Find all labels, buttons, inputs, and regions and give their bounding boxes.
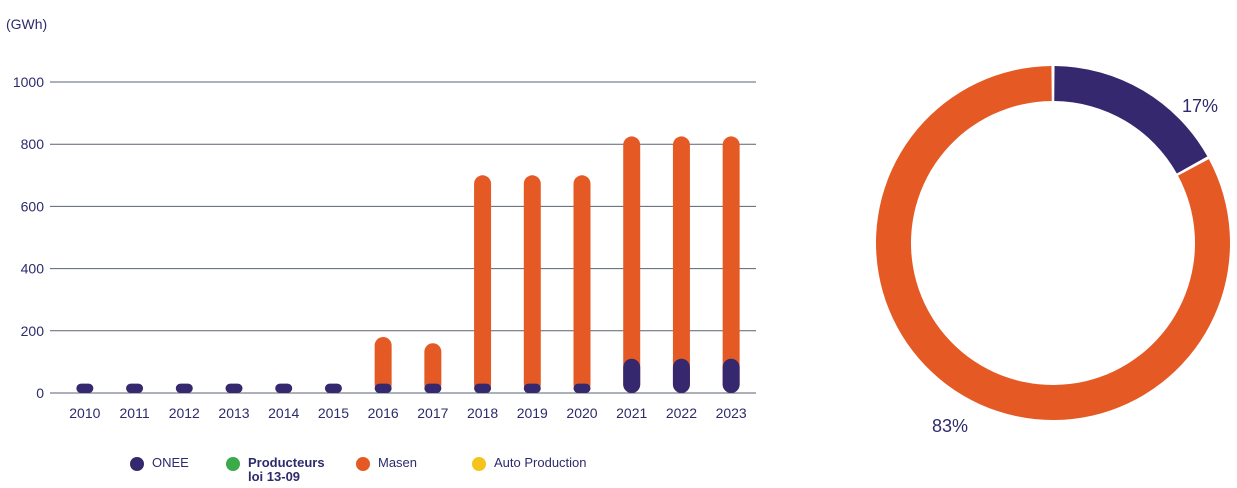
bar-onee bbox=[76, 383, 94, 393]
y-tick-label: 200 bbox=[21, 323, 45, 339]
x-tick-label: 2010 bbox=[69, 405, 100, 421]
legend-item-masen: Masen bbox=[356, 456, 417, 471]
x-tick-label: 2019 bbox=[517, 405, 548, 421]
legend-item-producteurs: Producteurs loi 13-09 bbox=[226, 456, 333, 484]
donut-label-onee: 17% bbox=[1182, 96, 1219, 116]
bar-onee bbox=[722, 358, 740, 393]
bar-onee bbox=[424, 383, 442, 393]
x-tick-label: 2015 bbox=[318, 405, 349, 421]
bar-masen bbox=[523, 175, 541, 393]
donut-chart bbox=[876, 66, 1230, 420]
stacked-bar-chart: 0 200 400 600 800 1000 2010 2011 2012 2013 2014 201… bbox=[13, 74, 756, 421]
x-tick-label: 2013 bbox=[218, 405, 249, 421]
legend-label-masen: Masen bbox=[378, 455, 418, 470]
legend-item-auto-production: Auto Production bbox=[472, 456, 587, 471]
bar-onee bbox=[225, 383, 243, 393]
legend-label-auto-production: Auto Production bbox=[494, 455, 587, 470]
donut-label-masen: 83% bbox=[932, 416, 969, 436]
x-tick-label: 2016 bbox=[368, 405, 399, 421]
legend-swatch-producteurs bbox=[226, 457, 240, 471]
chart-legend: ONEE Producteurs loi 13-09 Masen Auto Pr… bbox=[0, 456, 760, 486]
y-axis-unit-label: (GWh) bbox=[6, 16, 48, 32]
y-tick-label: 800 bbox=[21, 136, 45, 152]
donut-slice-onee bbox=[1054, 66, 1208, 174]
legend-swatch-auto-production bbox=[472, 457, 486, 471]
bar-onee bbox=[374, 383, 392, 393]
bar-masen bbox=[374, 337, 392, 393]
bar-masen bbox=[672, 136, 690, 394]
y-tick-label: 0 bbox=[36, 385, 44, 401]
bar-onee bbox=[523, 383, 541, 393]
x-tick-label: 2017 bbox=[417, 405, 448, 421]
bar-onee bbox=[672, 358, 690, 393]
bar-onee bbox=[324, 383, 342, 393]
x-tick-label: 2020 bbox=[566, 405, 597, 421]
bar-masen bbox=[424, 343, 442, 393]
bar-masen bbox=[474, 175, 492, 393]
legend-label-producteurs: Producteurs loi 13-09 bbox=[248, 455, 325, 484]
bar-onee bbox=[175, 383, 193, 393]
bar-masen bbox=[623, 136, 641, 394]
y-tick-label: 1000 bbox=[13, 74, 44, 90]
bar-masen bbox=[722, 136, 740, 394]
legend-item-onee: ONEE bbox=[130, 456, 189, 471]
bar-onee bbox=[474, 383, 492, 393]
bar-onee bbox=[126, 383, 144, 393]
x-tick-label: 2021 bbox=[616, 405, 647, 421]
x-tick-label: 2022 bbox=[666, 405, 697, 421]
y-tick-label: 400 bbox=[21, 261, 45, 277]
legend-label-onee: ONEE bbox=[152, 455, 189, 470]
bar-masen bbox=[573, 175, 591, 393]
x-tick-label: 2012 bbox=[169, 405, 200, 421]
bar-onee bbox=[573, 383, 591, 393]
x-tick-label: 2023 bbox=[716, 405, 747, 421]
x-tick-label: 2018 bbox=[467, 405, 498, 421]
legend-swatch-masen bbox=[356, 457, 370, 471]
y-tick-label: 600 bbox=[21, 198, 45, 214]
bar-onee bbox=[623, 358, 641, 393]
bar-onee bbox=[275, 383, 293, 393]
x-tick-label: 2011 bbox=[120, 405, 150, 421]
x-tick-label: 2014 bbox=[268, 405, 299, 421]
legend-swatch-onee bbox=[130, 457, 144, 471]
